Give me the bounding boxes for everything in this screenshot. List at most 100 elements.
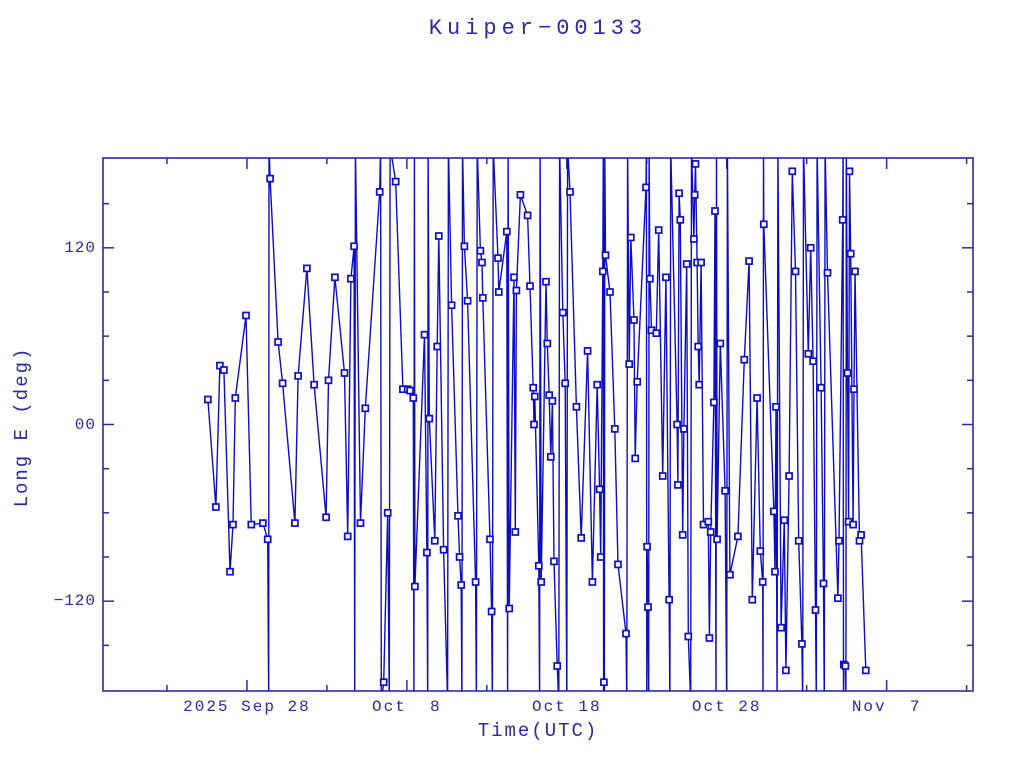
data-point-marker	[785, 472, 793, 480]
data-point-marker	[652, 329, 661, 338]
data-point-marker	[212, 503, 220, 511]
data-point-marker	[510, 273, 518, 282]
data-point-marker	[433, 342, 442, 351]
data-point-marker	[809, 357, 817, 366]
data-point-marker	[674, 481, 682, 489]
data-point-marker	[673, 420, 681, 429]
data-point-marker	[598, 267, 607, 276]
data-series	[204, 158, 870, 691]
chart-title: Kuiper−00133	[428, 16, 648, 41]
data-point-marker	[216, 361, 224, 370]
data-point-marker	[420, 330, 429, 339]
x-tick-label: 2025 Sep 28	[183, 698, 311, 716]
data-point-marker	[278, 379, 287, 388]
data-point-marker	[274, 338, 282, 346]
data-point-marker	[759, 220, 768, 229]
data-point-marker	[425, 414, 434, 423]
data-point-marker	[646, 274, 654, 283]
y-tick-label: 120	[64, 238, 96, 257]
data-point-marker	[231, 394, 240, 402]
data-point-marker	[823, 268, 832, 277]
x-tick-label: Nov 7	[851, 698, 922, 716]
data-point-marker	[434, 232, 443, 240]
data-point-marker	[705, 634, 714, 642]
data-point-marker	[772, 402, 780, 411]
data-point-marker	[447, 301, 456, 310]
data-point-marker	[553, 662, 562, 670]
data-point-marker	[523, 211, 532, 220]
data-point-marker	[851, 267, 859, 276]
data-point-marker	[704, 517, 713, 526]
data-point-marker	[423, 548, 431, 557]
data-point-marker	[740, 355, 749, 364]
data-point-marker	[713, 535, 721, 544]
data-point-marker	[838, 215, 847, 224]
data-point-marker	[745, 257, 753, 265]
data-point-marker	[782, 666, 790, 675]
data-point-marker	[247, 520, 256, 529]
data-point-marker	[791, 267, 800, 276]
data-point-marker	[455, 553, 464, 561]
data-point-marker	[476, 246, 485, 255]
data-point-marker	[543, 339, 552, 348]
data-point-marker	[642, 183, 650, 192]
data-point-marker	[798, 640, 806, 648]
data-point-marker	[526, 282, 534, 290]
data-point-marker	[463, 296, 472, 305]
data-point-marker	[411, 582, 419, 591]
data-point-marker	[694, 342, 703, 351]
data-point-marker	[614, 560, 622, 569]
x-tick-label: Oct 8	[372, 698, 442, 716]
data-point-marker	[780, 516, 789, 525]
data-point-marker	[753, 394, 761, 402]
data-point-marker	[343, 532, 352, 541]
data-point-marker	[711, 207, 719, 215]
data-point-marker	[606, 288, 614, 296]
data-point-marker	[644, 603, 652, 611]
data-point-marker	[529, 383, 538, 392]
data-point-marker	[610, 425, 619, 433]
data-point-marker	[770, 507, 778, 516]
data-point-marker	[734, 532, 742, 541]
data-point-marker	[511, 528, 520, 536]
data-point-marker	[691, 160, 700, 168]
data-point-marker	[625, 360, 634, 368]
data-point-marker	[486, 535, 494, 544]
data-point-marker	[534, 561, 543, 570]
data-point-marker	[748, 595, 757, 604]
data-point-marker	[675, 189, 683, 198]
data-point-marker	[630, 316, 638, 324]
data-point-marker	[471, 578, 480, 586]
data-point-marker	[356, 519, 365, 527]
data-point-marker	[537, 578, 546, 586]
data-point-marker	[716, 339, 725, 348]
data-point-marker	[229, 520, 237, 529]
data-point-marker	[595, 485, 604, 494]
data-point-marker	[843, 369, 852, 377]
data-point-marker	[457, 581, 466, 589]
data-point-marker	[665, 595, 673, 604]
data-point-marker	[841, 662, 850, 670]
data-point-marker	[379, 678, 388, 687]
data-point-marker	[550, 557, 558, 566]
data-point-marker	[850, 385, 858, 394]
data-point-marker	[684, 632, 693, 641]
data-point-marker	[409, 394, 418, 402]
data-point-marker	[633, 377, 642, 386]
data-point-marker	[566, 188, 574, 196]
data-point-marker	[430, 536, 439, 545]
data-point-marker	[676, 215, 685, 224]
data-point-marker	[561, 379, 570, 388]
data-point-marker	[596, 553, 605, 561]
data-point-marker	[811, 606, 820, 614]
data-point-marker	[259, 519, 267, 527]
data-point-marker	[690, 190, 699, 199]
data-point-marker	[695, 380, 704, 389]
data-point-marker	[588, 578, 597, 586]
data-point-marker	[512, 286, 521, 295]
data-point-marker	[710, 398, 718, 407]
data-point-marker	[658, 472, 667, 480]
data-point-marker	[690, 235, 698, 243]
data-point-marker	[857, 531, 865, 539]
